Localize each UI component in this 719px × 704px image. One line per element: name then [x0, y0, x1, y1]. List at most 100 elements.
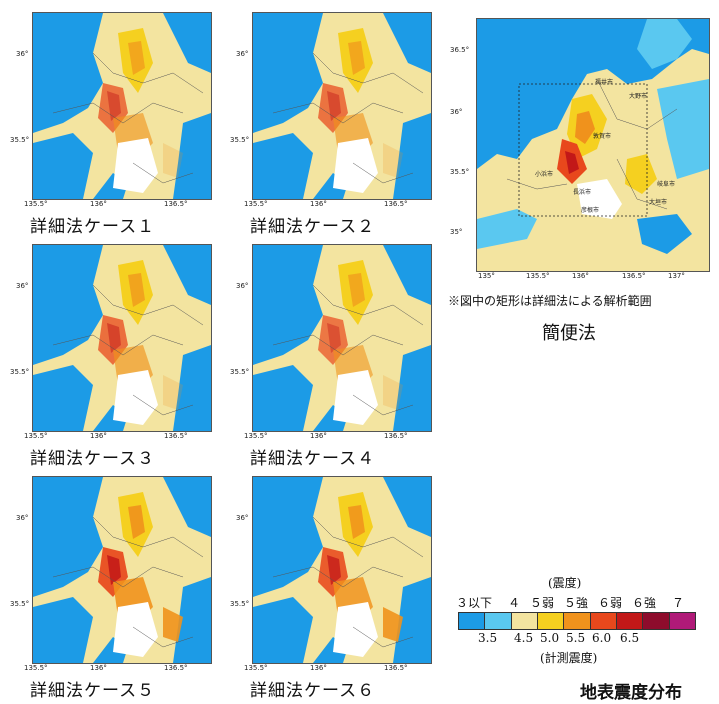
- intensity-map-svg: [253, 245, 431, 431]
- figure-title: 地表震度分布: [580, 683, 682, 703]
- detail-map-1: [32, 12, 212, 200]
- intensity-map-svg: [33, 245, 211, 431]
- detail-map-4: [252, 244, 432, 432]
- intensity-label: ４: [508, 596, 521, 610]
- intensity-label: ６強: [632, 596, 657, 610]
- legend-swatch: [616, 613, 644, 629]
- detail-case-caption: 詳細法ケース３: [30, 449, 156, 469]
- legend-title-intensity: (震度): [548, 576, 582, 590]
- intensity-map-svg: [33, 477, 211, 663]
- lon-tick: 136°: [572, 272, 589, 280]
- lat-tick: 35.5°: [10, 136, 30, 144]
- city-label: 敦賀市: [593, 133, 612, 140]
- intensity-label: ５弱: [530, 596, 555, 610]
- measured-intensity-label: 4.5: [514, 631, 534, 645]
- detail-map-3: [32, 244, 212, 432]
- lon-tick: 136°: [90, 200, 107, 208]
- legend-swatch: [537, 613, 565, 629]
- legend-swatch: [643, 613, 670, 629]
- intensity-label: ６弱: [598, 596, 623, 610]
- lon-tick: 136.5°: [622, 272, 646, 280]
- lon-tick: 137°: [668, 272, 685, 280]
- detail-map-panel-2: 36° 35.5° 135.5° 136° 136.5°: [230, 8, 438, 208]
- lon-tick: 136.5°: [384, 664, 408, 672]
- legend-swatch: [590, 613, 617, 629]
- detail-case-caption: 詳細法ケース１: [30, 217, 156, 237]
- lat-tick: 36°: [236, 50, 249, 58]
- lon-tick: 136.5°: [164, 664, 188, 672]
- lon-tick: 135.5°: [24, 200, 48, 208]
- lat-tick: 36°: [236, 514, 249, 522]
- detail-map-6: [252, 476, 432, 664]
- simple-map: 福井市大野市小浜市長浜市彦根市 大垣市 岐阜市 敦賀市: [476, 18, 710, 272]
- lat-tick: 35.5°: [230, 136, 250, 144]
- city-label: 岐阜市: [657, 181, 676, 188]
- lat-tick: 36.5°: [450, 46, 470, 54]
- detail-map-panel-3: 36° 35.5° 135.5° 136° 136.5°: [10, 240, 218, 440]
- lon-tick: 136.5°: [384, 432, 408, 440]
- lon-tick: 136.5°: [164, 432, 188, 440]
- lat-tick: 35.5°: [10, 368, 30, 376]
- lon-tick: 135.5°: [244, 200, 268, 208]
- lon-tick: 136°: [90, 664, 107, 672]
- legend-swatch: [564, 613, 591, 629]
- lat-tick: 35°: [450, 228, 463, 236]
- detail-map-panel-5: 36° 35.5° 135.5° 136° 136.5°: [10, 472, 218, 672]
- lon-tick: 136°: [310, 432, 327, 440]
- detail-map-panel-1: 36° 35.5° 135.5° 136° 136.5°: [10, 8, 218, 208]
- lon-tick: 136.5°: [164, 200, 188, 208]
- legend-color-bar: [458, 612, 696, 630]
- lon-tick: 136°: [90, 432, 107, 440]
- simple-map-panel: 福井市大野市小浜市長浜市彦根市 大垣市 岐阜市 敦賀市 36.5° 36° 35.5° 35…: [450, 10, 712, 282]
- lon-tick: 135°: [478, 272, 495, 280]
- lon-tick: 136.5°: [384, 200, 408, 208]
- simple-map-svg: [477, 19, 709, 271]
- detail-case-caption: 詳細法ケース６: [250, 681, 376, 701]
- measured-intensity-label: 5.0: [540, 631, 560, 645]
- city-label: 小浜市: [535, 171, 554, 178]
- detail-map-panel-6: 36° 35.5° 135.5° 136° 136.5°: [230, 472, 438, 672]
- intensity-label: ５強: [564, 596, 589, 610]
- city-label: 大野市: [629, 93, 648, 100]
- legend-swatch: [669, 613, 695, 629]
- intensity-map-svg: [253, 13, 431, 199]
- lat-tick: 35.5°: [230, 368, 250, 376]
- measured-intensity-label: 6.5: [620, 631, 640, 645]
- simple-method-title: 簡便法: [542, 323, 596, 344]
- intensity-label: ７: [672, 596, 685, 610]
- lon-tick: 135.5°: [244, 664, 268, 672]
- measured-intensity-label: 6.0: [592, 631, 612, 645]
- detail-case-caption: 詳細法ケース２: [250, 217, 376, 237]
- lon-tick: 135.5°: [24, 664, 48, 672]
- lon-tick: 136°: [310, 200, 327, 208]
- lon-tick: 135.5°: [526, 272, 550, 280]
- city-label: 福井市: [595, 79, 614, 86]
- lat-tick: 35.5°: [450, 168, 470, 176]
- lon-tick: 135.5°: [244, 432, 268, 440]
- lon-tick: 136°: [310, 664, 327, 672]
- city-label: 長浜市: [573, 189, 592, 196]
- detail-map-2: [252, 12, 432, 200]
- legend-swatch: [511, 613, 538, 629]
- legend-swatch: [459, 613, 486, 629]
- intensity-label: ３以下: [456, 596, 493, 610]
- detail-case-caption: 詳細法ケース５: [30, 681, 156, 701]
- lat-tick: 36°: [16, 514, 29, 522]
- lat-tick: 35.5°: [230, 600, 250, 608]
- lat-tick: 36°: [236, 282, 249, 290]
- city-label: 彦根市: [581, 207, 600, 214]
- lat-tick: 36°: [16, 50, 29, 58]
- analysis-range-note: ※図中の矩形は詳細法による解析範囲: [448, 294, 652, 308]
- detail-map-panel-4: 36° 35.5° 135.5° 136° 136.5°: [230, 240, 438, 440]
- lat-tick: 36°: [450, 108, 463, 116]
- intensity-map-svg: [253, 477, 431, 663]
- lat-tick: 35.5°: [10, 600, 30, 608]
- measured-intensity-label: 3.5: [478, 631, 498, 645]
- measured-intensity-label: 5.5: [566, 631, 586, 645]
- city-label: 大垣市: [649, 199, 668, 206]
- intensity-map-svg: [33, 13, 211, 199]
- lon-tick: 135.5°: [24, 432, 48, 440]
- detail-map-5: [32, 476, 212, 664]
- lat-tick: 36°: [16, 282, 29, 290]
- detail-case-caption: 詳細法ケース４: [250, 449, 376, 469]
